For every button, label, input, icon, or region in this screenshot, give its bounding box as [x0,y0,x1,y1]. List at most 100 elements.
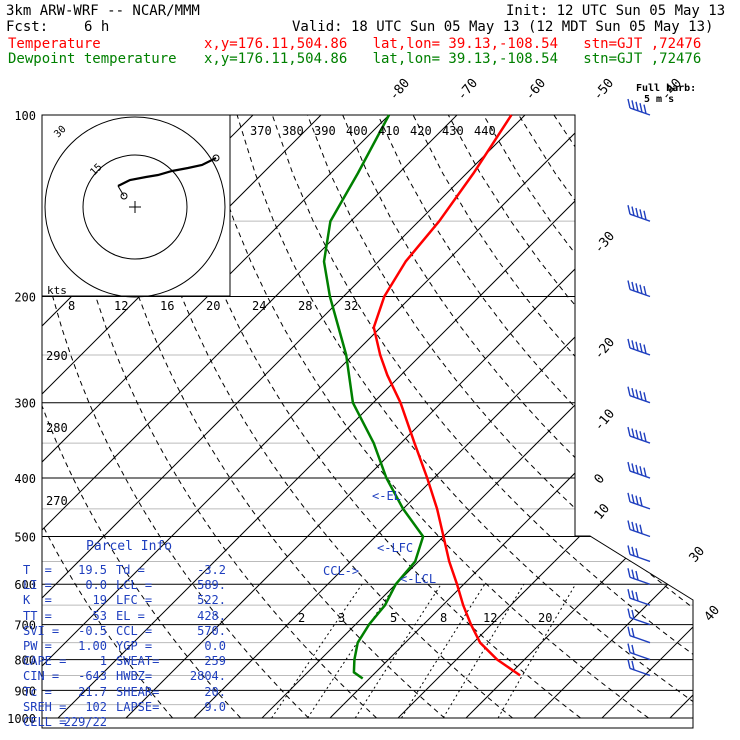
wind-barb-flag [631,569,635,579]
dry-adiabat-line [412,115,693,719]
wind-barb [627,589,651,606]
parcel-info-value: 20. [204,684,226,699]
wind-barb-flag [635,523,639,533]
wind-barb [627,520,651,538]
theta-label: 430 [442,124,464,138]
theta-side-label: 280 [46,421,68,435]
pressure-tick-label: 900 [14,684,36,698]
legend-dewpoint-location: x,y=176.11,504.86 lat,lon= 39.13,-108.54… [204,51,702,67]
parcel-info-value: 53 [92,608,107,623]
pressure-tick-label: 300 [14,397,36,411]
mixing-ratio-line [307,583,397,719]
parcel-info-label: K = [23,593,52,608]
parcel-info-label: CAPE = [23,654,67,669]
dry-adiabat-line [42,115,309,719]
wind-barb-flag [631,428,635,438]
isotherm-side-label: 30 [687,544,709,566]
hodograph-speed-label: 16 [160,299,174,313]
mixing-ratio-label: 2 [298,611,305,625]
parcel-info-label: TT = [23,608,52,623]
wind-barb-flag [627,520,631,530]
wind-barb-flag [627,659,631,669]
wind-barb-flag [635,207,639,218]
parcel-info-label: CIN = [23,669,60,684]
hodograph-speed-label: 24 [252,299,266,313]
wind-barb-flag [627,98,631,109]
legend-dewpoint-label: Dewpoint temperature [8,51,177,67]
wind-barb-flag [639,284,643,294]
theta-side-label: 290 [46,349,68,363]
dewpoint-line [322,114,425,680]
parcel-info-value: 259 [204,654,226,669]
parcel-info-value: 428. [197,608,226,623]
mixing-ratio-line [497,583,577,719]
wind-barb-flag [627,589,631,599]
hodograph-speed-label: 20 [206,299,220,313]
theta-label: 390 [314,124,336,138]
theta-label: 370 [250,124,272,138]
dry-adiabat-line [730,115,740,718]
wind-barb-staff [629,347,651,356]
wind-barb-staff [629,553,651,563]
pressure-tick-label: 500 [14,530,36,544]
dry-adiabat-line [377,115,693,719]
wind-barb-flag [635,101,639,111]
wind-barb-flag [627,205,631,215]
wind-barb-staff [629,288,651,298]
wind-barb-flag [639,343,643,353]
wind-barb-flag [643,392,647,402]
wind-barb-staff [629,576,651,585]
parcel-info-label: Tc = [23,684,52,699]
hodograph-speed-label: 28 [298,299,312,313]
wind-barb-flag [643,432,647,442]
wind-barb-flag [635,570,639,581]
wind-barb-flag [639,209,643,219]
dry-adiabat-line [518,115,693,719]
dry-adiabat-line [42,115,241,719]
dry-adiabat-line [95,115,445,719]
barb-legend-line1: Full barb: [636,83,697,94]
parcel-info-label: LCL = [116,578,153,593]
wind-barb-staff [629,616,651,626]
isotherm-line [42,115,526,719]
parcel-info-label: CCL = [116,623,153,638]
barb-legend-line2: 5 m s [644,94,675,105]
dry-adiabat-line [553,115,693,719]
dry-adiabat-line [166,115,581,719]
isotherm-side-label: -10 [592,407,619,435]
parcel-info-label: PW = [23,639,52,653]
mixing-ratio-line [354,583,442,719]
parcel-info-label: HWBZ= [116,669,153,684]
parcel-info-value: 0.0 [85,578,107,593]
wind-barb-flag [639,103,643,113]
hodograph-units-label: kts [47,284,67,297]
hodograph-start-marker [120,192,128,200]
wind-barb [627,386,651,404]
wind-barb-flag [631,546,635,556]
wind-barb [627,492,651,510]
parcel-info-value: 522. [197,593,226,608]
hodograph-speed-label: 12 [114,299,128,313]
wind-barb-flag [627,568,631,578]
wind-barb [627,568,651,585]
wind-barb-staff [629,501,651,510]
wind-barbs [627,98,651,677]
dry-adiabat-line [342,115,693,719]
dry-adiabat-line [659,115,693,719]
pressure-tick-label: 200 [14,291,36,305]
hodograph-ring [44,116,226,298]
parcel-info-value: 9.0 [204,699,226,714]
wind-barb-staff [629,597,651,606]
theta-label: 420 [410,124,432,138]
dry-adiabat-line [307,115,693,719]
isotherm-line [669,115,693,719]
wind-barb-flag [643,467,647,477]
wind-barb-flag [635,429,639,440]
wind-barb-flag [627,426,631,437]
parcel-info-value: 1.00 [78,639,107,653]
parcel-info-value: 589. [197,578,226,593]
isotherm-side-label: 40 [702,603,724,625]
wind-barb-flag [643,104,647,114]
parcel-info-value: 21.7 [78,684,107,699]
